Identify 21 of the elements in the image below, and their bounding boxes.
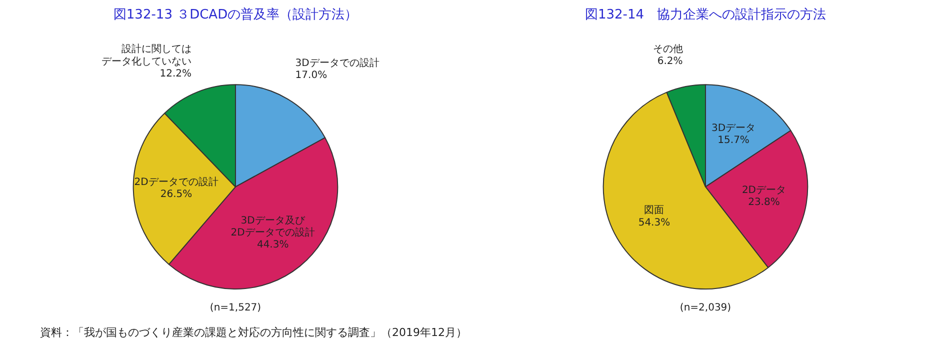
chart-title: 図132-14 協力企業への設計指示の方法 xyxy=(584,6,826,22)
data-label: 23.8% xyxy=(748,197,780,208)
data-label: 54.3% xyxy=(638,217,670,228)
slice-label: 3Dデータでの設計 xyxy=(295,57,380,70)
data-label: 6.2% xyxy=(657,56,683,67)
text: (n=2,039) xyxy=(680,302,732,314)
slice-label: 2Dデータ xyxy=(742,185,786,196)
slice-label: その他 xyxy=(652,42,683,55)
data-label: 15.7% xyxy=(718,134,750,146)
text: 資料：「我が国ものづくり産業の課題と対応の方向性に関する調査」（2019年12月） xyxy=(40,325,467,341)
slice-label: 図面 xyxy=(644,205,664,216)
slice-label: 設計に関してはデータ化していない xyxy=(102,43,192,68)
slice-label: 3Dデータ xyxy=(712,122,756,134)
data-label: 44.3% xyxy=(256,240,289,251)
slice-label: 3Dデータ及び2Dデータでの設計 xyxy=(230,216,315,239)
chart-title: 図132-13 ３DCADの普及率（設計方法） xyxy=(113,6,358,22)
data-label: 17.0% xyxy=(295,70,328,82)
data-label: 26.5% xyxy=(160,189,192,200)
slice-label: 2Dデータでの設計 xyxy=(134,176,218,188)
text: (n=1,527) xyxy=(210,302,262,314)
data-label: 12.2% xyxy=(160,68,192,80)
